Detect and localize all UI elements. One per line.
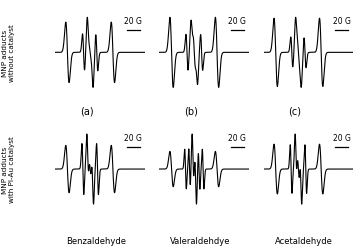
Text: 20 G: 20 G <box>124 134 142 142</box>
Text: 20 G: 20 G <box>124 17 142 26</box>
Text: 20 G: 20 G <box>228 17 246 26</box>
Text: Valeraldehdye: Valeraldehdye <box>170 236 230 245</box>
Text: MNP adducts
without catalyst: MNP adducts without catalyst <box>2 24 15 82</box>
Text: (a): (a) <box>80 106 94 116</box>
Text: Acetaldehyde: Acetaldehyde <box>275 236 333 245</box>
Text: (c): (c) <box>288 106 302 116</box>
Text: MNP adducts
with PI-Au catalyst: MNP adducts with PI-Au catalyst <box>2 136 15 203</box>
Text: 20 G: 20 G <box>333 17 351 26</box>
Text: Benzaldehyde: Benzaldehyde <box>66 236 126 245</box>
Text: (b): (b) <box>184 106 198 116</box>
Text: 20 G: 20 G <box>228 134 246 142</box>
Text: 20 G: 20 G <box>333 134 351 142</box>
